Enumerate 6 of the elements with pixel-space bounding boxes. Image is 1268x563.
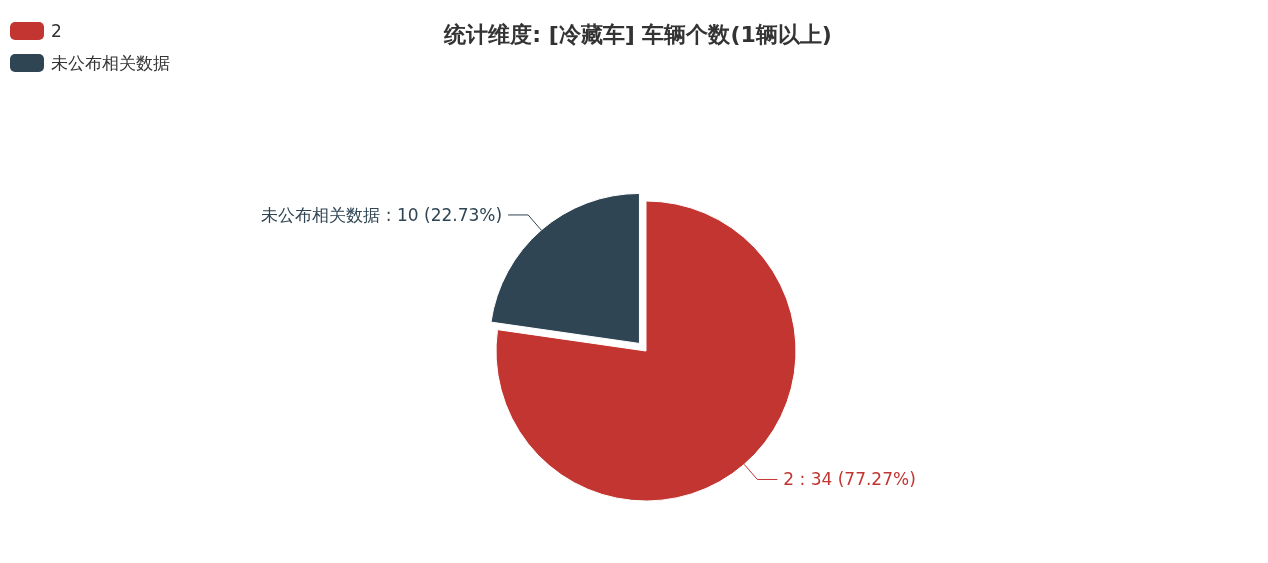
legend-label: 2 [51,21,62,41]
slice: 未公布相关数据 : 10 (22.73%) [261,192,640,344]
chart-title: 统计维度: [冷藏车] 车辆个数(1辆以上) [443,22,832,47]
data-label: 未公布相关数据 : 10 (22.73%) [261,204,503,225]
data-label: 2 : 34 (77.27%) [783,469,916,490]
legend-label: 未公布相关数据 [51,53,170,73]
